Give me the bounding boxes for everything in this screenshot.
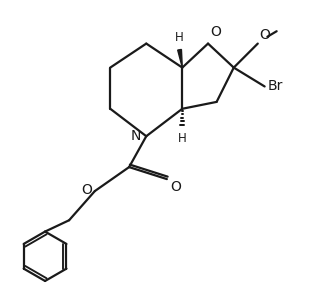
Text: O: O bbox=[260, 28, 270, 42]
Text: O: O bbox=[81, 183, 92, 197]
Text: O: O bbox=[170, 180, 181, 194]
Text: O: O bbox=[211, 25, 221, 40]
Text: N: N bbox=[131, 129, 141, 143]
Text: H: H bbox=[175, 31, 184, 44]
Text: H: H bbox=[178, 132, 187, 145]
Polygon shape bbox=[178, 50, 182, 68]
Text: Br: Br bbox=[268, 79, 283, 93]
